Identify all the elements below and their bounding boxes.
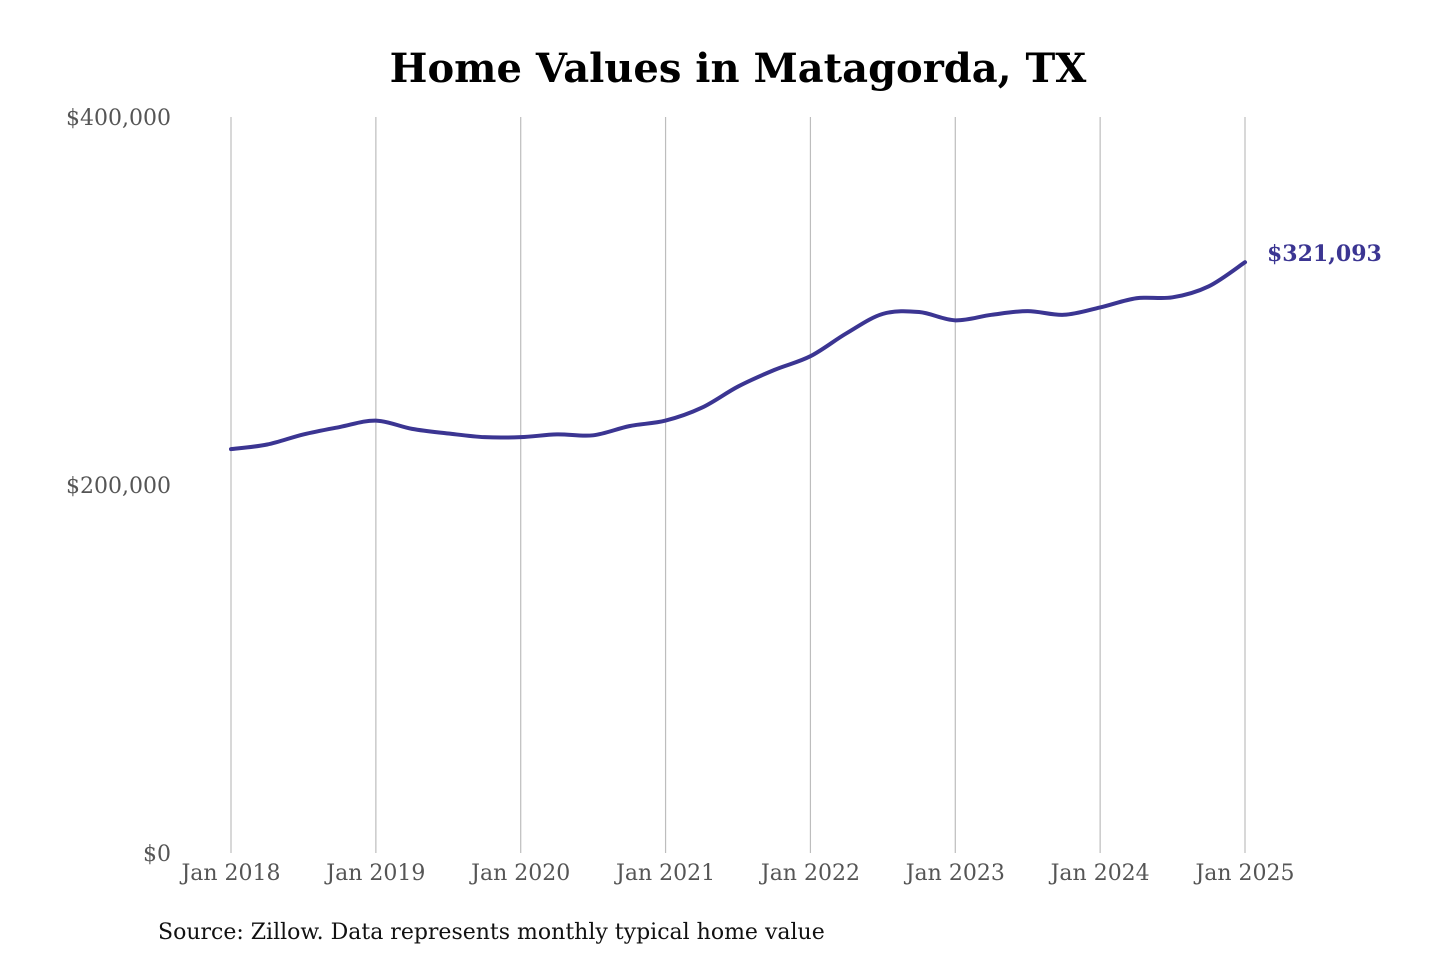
end-value-label: $321,093 [1267, 241, 1382, 267]
chart-title: Home Values in Matagorda, TX [390, 45, 1087, 92]
gridlines [230, 117, 1246, 853]
series-line-0 [229, 260, 1247, 452]
source-note: Source: Zillow. Data represents monthly … [158, 920, 825, 945]
x-tick-label: Jan 2025 [1193, 861, 1294, 886]
series-layer [229, 260, 1247, 452]
y-tick-label: $0 [143, 842, 171, 867]
x-tick-label: Jan 2023 [904, 861, 1005, 886]
y-tick-label: $400,000 [66, 106, 171, 131]
x-axis-ticks: Jan 2018 Jan 2019 Jan 2020 Jan 2021 Jan 2022… [179, 861, 1294, 886]
x-tick-label: Jan 2018 [179, 861, 280, 886]
x-tick-label: Jan 2024 [1049, 861, 1150, 886]
y-axis-ticks: $0 $200,000 $400,000 [66, 106, 171, 867]
x-tick-label: Jan 2019 [324, 861, 425, 886]
x-tick-label: Jan 2021 [614, 861, 715, 886]
annotations: $321,093 [1267, 241, 1382, 267]
x-tick-label: Jan 2022 [759, 861, 860, 886]
x-tick-label: Jan 2020 [469, 861, 570, 886]
y-tick-label: $200,000 [66, 474, 171, 499]
